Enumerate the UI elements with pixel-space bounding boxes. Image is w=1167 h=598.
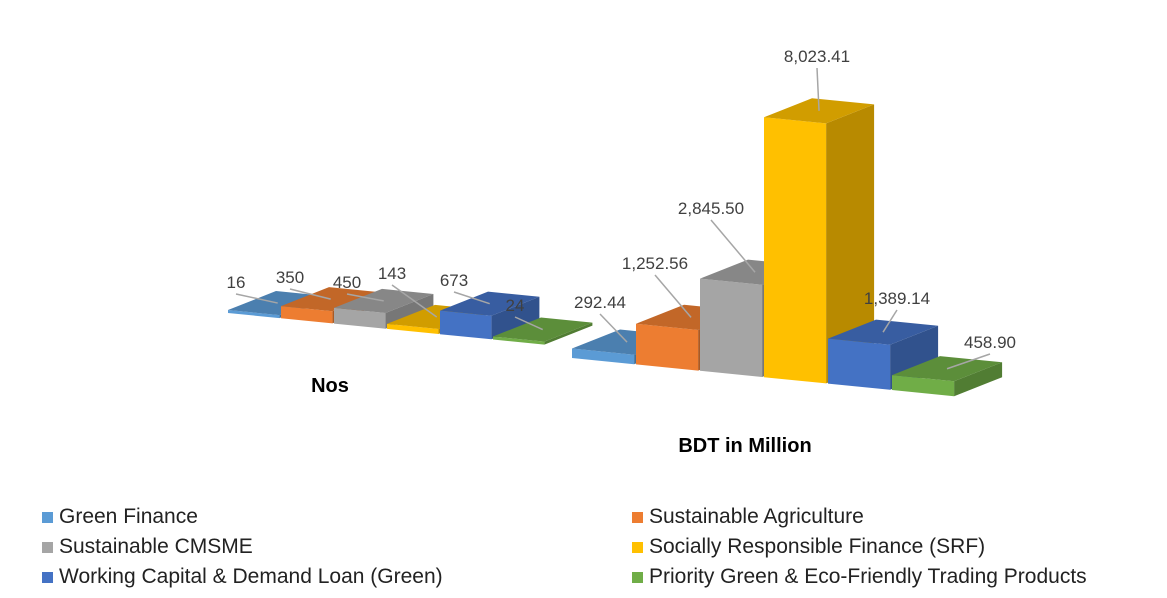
legend-label-5: Priority Green & Eco-Friendly Trading Pr…	[649, 565, 1087, 588]
bar-group-0: 16 350 450 143 673 24	[227, 264, 593, 345]
bar-front-1-4	[828, 338, 891, 390]
bar-front-1-0	[572, 348, 635, 365]
leader-line-0-2	[346, 293, 384, 302]
data-label-0-2: 450	[333, 273, 361, 292]
data-label-1-5: 458.90	[964, 333, 1016, 352]
legend-label-3: Socially Responsible Finance (SRF)	[649, 535, 986, 558]
leader-line-0-5	[514, 316, 544, 331]
legend-item-2: Sustainable CMSME	[42, 534, 632, 560]
data-label-1-0: 292.44	[574, 293, 626, 312]
legend-swatch-4	[42, 571, 53, 583]
data-label-1-4: 1,389.14	[864, 289, 930, 308]
leader-line-1-3	[816, 67, 820, 111]
bar-front-1-5	[892, 375, 955, 397]
leader-line-1-4	[882, 309, 898, 333]
data-label-0-4: 673	[440, 271, 468, 290]
bar-top-0-2	[334, 288, 434, 313]
bar-front-0-3	[387, 323, 439, 334]
bar-front-0-4	[440, 310, 492, 340]
chart-canvas: 16 350 450 143 673 24 Nos 292.44 1,252.56 2,845.5…	[227, 47, 1016, 457]
data-label-0-5: 24	[506, 296, 525, 315]
chart-legend: Green Finance Sustainable Agriculture Sust…	[42, 504, 1152, 590]
bar-front-0-0	[228, 310, 280, 319]
data-label-1-2: 2,845.50	[678, 199, 744, 218]
legend-swatch-5	[632, 571, 643, 583]
legend-swatch-0	[42, 511, 53, 523]
leader-line-1-5	[946, 353, 991, 370]
group-label-0: Nos	[311, 375, 349, 397]
legend-item-0: Green Finance	[42, 504, 632, 530]
bar-side-0-5	[544, 322, 593, 345]
legend-label-0: Green Finance	[59, 505, 198, 528]
legend-label-2: Sustainable CMSME	[59, 535, 253, 558]
bar-front-0-1	[281, 306, 333, 324]
legend-item-1: Sustainable Agriculture	[632, 504, 1152, 530]
bar-side-1-5	[954, 362, 1003, 397]
legend-item-4: Working Capital & Demand Loan (Green)	[42, 564, 632, 590]
bar-front-0-5	[493, 336, 545, 345]
legend-label-4: Working Capital & Demand Loan (Green)	[59, 565, 443, 588]
legend-swatch-1	[632, 511, 643, 523]
bar-side-1-3	[826, 104, 875, 384]
data-label-0-3: 143	[378, 264, 406, 283]
bar-top-0-1	[281, 287, 381, 312]
data-label-0-0: 16	[227, 273, 246, 292]
group-label-1: BDT in Million	[678, 435, 811, 457]
bar-side-0-4	[491, 296, 540, 340]
data-label-0-1: 350	[276, 268, 304, 287]
bar-front-1-2	[700, 278, 763, 377]
data-label-1-3: 8,023.41	[784, 47, 850, 66]
leader-line-0-0	[235, 293, 278, 304]
legend-swatch-2	[42, 541, 53, 553]
leader-line-0-3	[391, 284, 438, 318]
leader-line-1-1	[654, 274, 692, 318]
leader-line-0-4	[453, 291, 490, 305]
bar-front-1-1	[636, 323, 699, 371]
bar-front-0-2	[334, 307, 386, 329]
legend-swatch-3	[632, 541, 643, 553]
bar-front-1-3	[764, 117, 827, 384]
data-label-1-1: 1,252.56	[622, 254, 688, 273]
leader-line-1-0	[599, 313, 628, 343]
legend-label-1: Sustainable Agriculture	[649, 505, 864, 528]
bar-group-1: 292.44 1,252.56 2,845.50 8,023.41 1,389.14 45…	[572, 47, 1016, 397]
leader-line-1-2	[710, 219, 756, 273]
legend-item-3: Socially Responsible Finance (SRF)	[632, 534, 1152, 560]
legend-item-5: Priority Green & Eco-Friendly Trading Pr…	[632, 564, 1152, 590]
leader-line-0-1	[289, 288, 331, 300]
